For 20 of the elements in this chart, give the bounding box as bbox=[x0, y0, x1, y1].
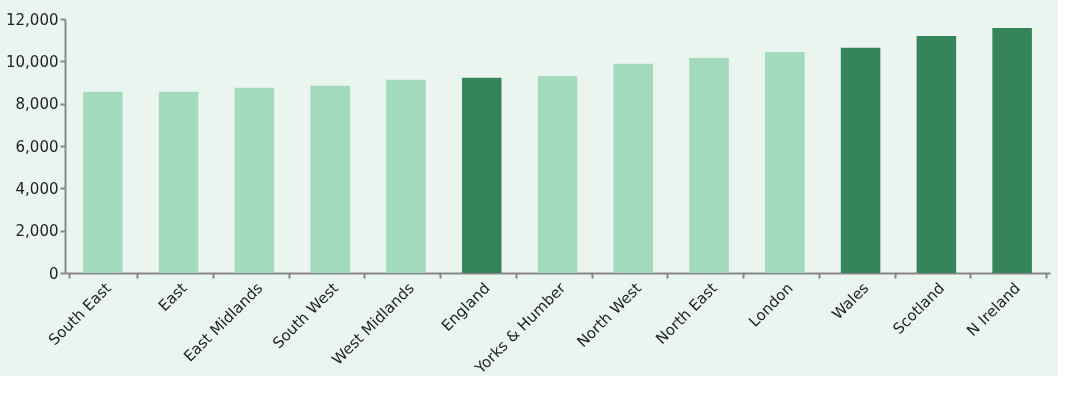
bar bbox=[386, 79, 426, 273]
bar bbox=[83, 91, 123, 273]
bar bbox=[613, 63, 654, 273]
y-tick-label: 6,000 bbox=[15, 137, 59, 156]
bar bbox=[310, 85, 350, 273]
bar bbox=[158, 91, 199, 273]
y-tick-label: 8,000 bbox=[15, 95, 59, 114]
bar bbox=[461, 77, 502, 273]
y-tick-label: 12,000 bbox=[6, 10, 59, 29]
y-tick-label: 10,000 bbox=[6, 52, 59, 71]
bar bbox=[234, 87, 275, 273]
y-tick-label: 4,000 bbox=[15, 179, 59, 198]
bar bbox=[916, 35, 957, 273]
bar bbox=[992, 27, 1032, 273]
bar bbox=[537, 75, 578, 273]
bar bbox=[765, 52, 805, 273]
y-tick-label: 0 bbox=[48, 264, 59, 283]
bar bbox=[840, 47, 881, 273]
bar bbox=[689, 57, 729, 273]
y-tick-label: 2,000 bbox=[15, 222, 59, 241]
